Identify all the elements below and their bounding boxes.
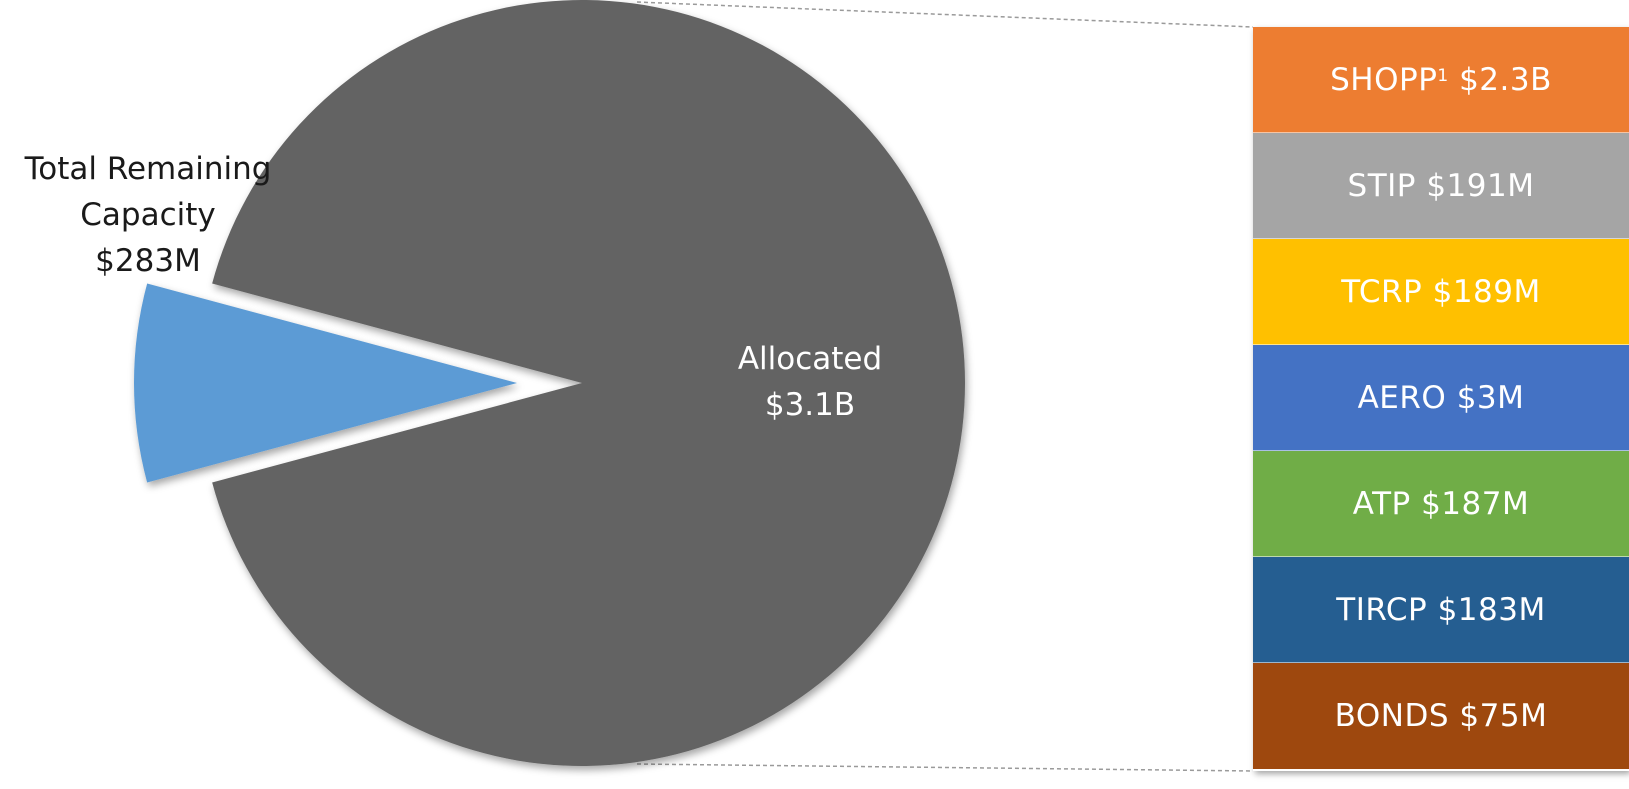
breakdown-item-amount: $191M (1426, 168, 1534, 204)
remaining-value: $283M (0, 238, 296, 284)
allocated-label-line1: Allocated (695, 336, 925, 382)
breakdown-item-amount: $187M (1421, 486, 1529, 522)
breakdown-item-atp: ATP $187M (1253, 451, 1629, 557)
breakdown-item-spacer (1411, 486, 1421, 522)
breakdown-item-name: AERO (1358, 380, 1447, 416)
breakdown-item-spacer (1449, 698, 1459, 734)
breakdown-item-amount: $183M (1438, 592, 1546, 628)
breakdown-item-amount: $189M (1433, 274, 1541, 310)
breakdown-item-amount: $75M (1459, 698, 1547, 734)
breakdown-item-name: ATP (1353, 486, 1411, 522)
breakdown-item-footnote: 1 (1437, 66, 1448, 86)
breakdown-item-spacer (1416, 168, 1426, 204)
breakdown-item-spacer (1446, 380, 1456, 416)
allocation-breakdown-bar: SHOPP 1 $2.3B STIP $191M TCRP $189M AERO $3M… (1253, 27, 1629, 771)
remaining-label-line1: Total Remaining (0, 146, 296, 192)
connector-line-bottom (637, 764, 1253, 771)
breakdown-item-name: SHOPP (1330, 62, 1437, 98)
remaining-capacity-label: Total Remaining Capacity $283M (0, 146, 296, 284)
breakdown-item-spacer (1422, 274, 1432, 310)
breakdown-item-amount: $2.3B (1459, 62, 1552, 98)
breakdown-item-aero: AERO $3M (1253, 345, 1629, 451)
breakdown-item-name: TCRP (1341, 274, 1422, 310)
breakdown-item-tcrp: TCRP $189M (1253, 239, 1629, 345)
breakdown-item-amount: $3M (1457, 380, 1525, 416)
breakdown-item-spacer (1427, 592, 1437, 628)
breakdown-item-shopp: SHOPP 1 $2.3B (1253, 27, 1629, 133)
breakdown-item-tircp: TIRCP $183M (1253, 557, 1629, 663)
allocated-value: $3.1B (695, 382, 925, 428)
breakdown-item-name: TIRCP (1336, 592, 1427, 628)
breakdown-item-name: STIP (1348, 168, 1416, 204)
breakdown-item-stip: STIP $191M (1253, 133, 1629, 239)
allocated-label: Allocated $3.1B (695, 336, 925, 428)
remaining-label-line2: Capacity (0, 192, 296, 238)
connector-line-top (637, 2, 1253, 27)
breakdown-item-name: BONDS (1335, 698, 1449, 734)
breakdown-item-spacer (1449, 62, 1459, 98)
breakdown-item-bonds: BONDS $75M (1253, 663, 1629, 769)
